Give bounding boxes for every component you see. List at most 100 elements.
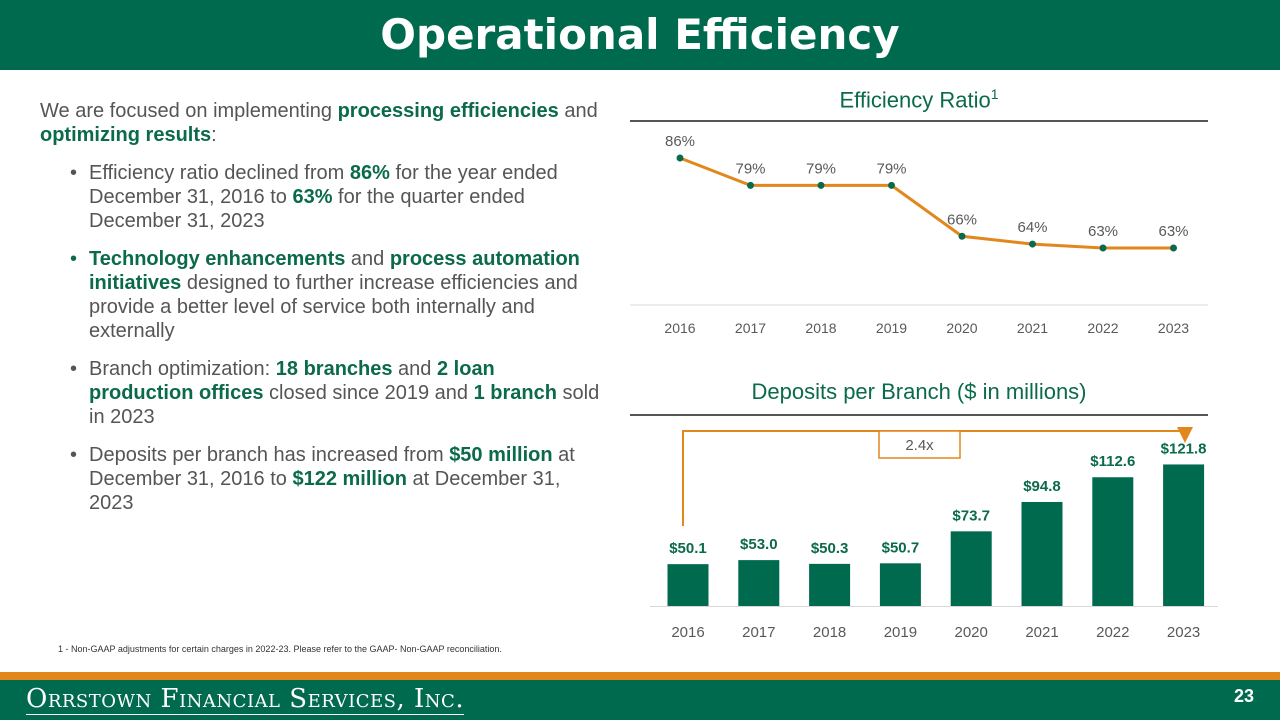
bullet-text: and [392,358,437,380]
bullet-bold: 18 branches [275,358,393,380]
intro-bold-2: optimizing results [40,124,212,146]
efficiency-x-tick: 2019 [876,320,907,336]
efficiency-x-tick: 2018 [805,320,836,336]
efficiency-data-label: 86% [665,133,695,150]
summary-text: We are focused on implementing processin… [40,99,600,529]
efficiency-point [1170,244,1177,252]
efficiency-data-label: 63% [1088,223,1118,240]
deposits-bar [809,563,851,606]
bullet-text: for the year ended December 31, 2016 to [89,162,558,208]
deposits-data-label: $50.7 [882,539,920,556]
efficiency-point [888,181,895,189]
bullet-dot-icon: • [70,444,78,466]
page-title: Operational Efficiency [380,10,900,59]
intro-text-1: We are focused on implementing [40,100,338,122]
bullet-bold: 86% [349,162,390,184]
bullet-deposits: • Deposits per branch has increased from … [40,443,600,515]
bullet-bold: 2 loan production offices [89,358,495,404]
intro-bold-1: processing efficiencies [337,100,559,122]
deposits-bar [1092,477,1134,606]
efficiency-point [958,232,966,240]
bullet-text: Deposits per branch has increased from [89,444,450,466]
growth-annotation-label: 2.4x [905,437,934,454]
bullet-text: sold in 2023 [89,382,600,428]
deposits-data-label: $53.0 [740,536,778,553]
deposits-bar [667,564,709,606]
efficiency-data-label: 64% [1017,219,1047,236]
efficiency-data-label: 79% [735,160,765,177]
efficiency-x-tick: 2017 [735,320,766,336]
efficiency-line [679,156,1174,250]
efficiency-data-label: 66% [947,211,977,228]
efficiency-x-tick: 2023 [1158,320,1189,336]
deposits-bar [879,563,921,606]
deposits-data-label: $112.6 [1090,453,1135,470]
intro-text-2: and [558,100,598,122]
deposits-data-label: $50.3 [811,540,849,557]
bullet-list: • Efficiency ratio declined from 86% for … [40,161,600,515]
efficiency-x-tick: 2022 [1087,320,1118,336]
efficiency-data-label: 63% [1158,223,1188,240]
growth-annotation-box [878,430,961,459]
deposits-chart-title: Deposits per Branch ($ in millions) [751,379,1087,404]
efficiency-x-tick: 2020 [946,320,977,336]
page-number: 23 [1233,686,1254,706]
deposits-bar [1163,464,1205,606]
efficiency-chart-title: Efficiency Ratio1 [630,86,1208,113]
deposits-data-label: $121.8 [1161,440,1207,457]
bullet-text: and [345,248,390,270]
efficiency-point [817,181,825,189]
bullet-text: at December 31, 2023 [89,468,561,514]
bullet-branch: • Branch optimization: 18 branches and 2 … [40,357,600,429]
efficiency-point [1099,244,1107,252]
footer-accent-bar [0,672,1280,680]
intro-paragraph: We are focused on implementing processin… [40,99,600,147]
deposits-bar [738,560,780,606]
deposits-bar [950,531,992,606]
bullet-text: at December 31, 2016 to [89,444,575,490]
deposits-data-label: $50.1 [669,540,707,557]
deposits-x-tick: 2018 [813,624,846,641]
bullet-bold: $122 million [292,468,407,490]
deposits-data-label: $94.8 [1023,478,1061,495]
bullet-text: for the quarter ended December 31, 2023 [89,186,525,232]
deposits-x-tick: 2023 [1167,624,1200,641]
bullet-text: closed since 2019 and [263,382,474,404]
efficiency-point [1029,240,1036,248]
efficiency-x-tick: 2016 [664,320,695,336]
bullet-dot-icon: • [70,162,78,184]
bullet-bold: 63% [292,186,333,208]
efficiency-title-footnote: 1 [990,86,999,102]
deposits-x-tick: 2021 [1025,624,1058,641]
deposits-x-tick: 2020 [955,624,988,641]
bullet-bold: process automation initiatives [89,248,580,294]
bullet-dot-icon: • [70,358,78,380]
efficiency-x-tick: 2021 [1017,320,1048,336]
bullet-dot-icon: • [70,248,78,270]
deposits-title-rule [630,414,1208,416]
bullet-bold: Technology enhancements [89,248,346,270]
deposits-data-label: $73.7 [952,507,990,524]
bullet-efficiency: • Efficiency ratio declined from 86% for … [40,161,600,233]
deposits-x-tick: 2016 [671,624,704,641]
deposits-bar [1021,501,1063,606]
company-logo: Orrstown Financial Services, Inc. [26,684,465,715]
title-bar: Operational Efficiency [0,0,1280,70]
footnote: 1 - Non-GAAP adjustments for certain cha… [58,644,502,654]
efficiency-title-text: Efficiency Ratio [839,87,991,113]
bullet-text: Efficiency ratio declined from [89,162,350,184]
efficiency-data-label: 79% [806,160,836,177]
efficiency-point [676,154,684,162]
bullet-text: designed to further increase efficiencie… [89,272,578,342]
deposits-x-tick: 2022 [1096,624,1129,641]
deposits-x-tick: 2019 [884,624,917,641]
efficiency-data-label: 79% [876,160,906,177]
bullet-technology: • Technology enhancements and process aut… [40,247,600,343]
intro-text-3: : [211,124,217,146]
deposits-x-tick: 2017 [742,624,775,641]
bullet-bold: $50 million [449,444,553,466]
efficiency-point [747,181,754,189]
efficiency-title-rule [630,120,1208,122]
footer-bar [0,680,1280,720]
bullet-bold: 1 branch [473,382,557,404]
